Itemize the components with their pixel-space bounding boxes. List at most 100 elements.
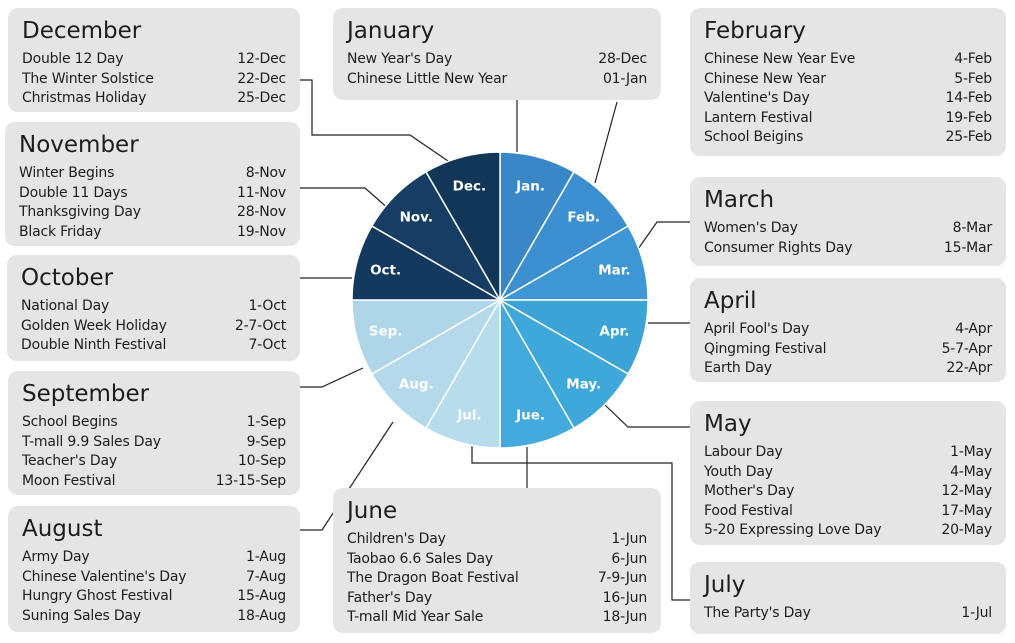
- event-date: 15-Mar: [943, 239, 992, 256]
- event-row: The Winter Solstice 22-Dec: [22, 70, 286, 90]
- event-row: Moon Festival 13-15-Sep: [22, 472, 286, 492]
- event-date: 4-May: [950, 463, 992, 480]
- event-row: April Fool's Day 4-Apr: [704, 320, 992, 340]
- event-date: 19-Nov: [237, 223, 286, 240]
- event-name: Labour Day: [704, 444, 783, 460]
- event-date: 10-Sep: [237, 453, 286, 469]
- event-date: 16-Jun: [602, 589, 648, 606]
- event-row: Chinese New Year Eve 4-Feb: [704, 50, 992, 70]
- segment-label-jun: Jue.: [515, 407, 545, 423]
- event-date: 7-Oct: [248, 337, 286, 353]
- event-date: 8-Mar: [952, 220, 993, 236]
- event-row: Valentine's Day 14-Feb: [704, 89, 992, 109]
- event-date: 1-Aug: [246, 549, 286, 565]
- event-row: T-mall 9.9 Sales Day 9-Sep: [22, 433, 286, 453]
- event-date: 13-15-Sep: [215, 472, 287, 489]
- month-card-july: July The Party's Day 1-Jul: [690, 562, 1006, 634]
- event-date: 12-Dec: [237, 51, 286, 67]
- month-card-august: August Army Day 1-Aug Chinese Valentine's D…: [8, 506, 300, 632]
- event-date: 9-Sep: [246, 433, 287, 450]
- connector-lines: [300, 79, 690, 601]
- event-name: Father's Day: [347, 589, 432, 606]
- month-card-december: December Double 12 Day 12-Dec The Winter So…: [8, 8, 300, 112]
- event-date: 8-Nov: [245, 165, 286, 181]
- event-name: Consumer Rights Day: [704, 239, 853, 256]
- event-row: Women's Day 8-Mar: [704, 219, 992, 239]
- event-date: 22-Apr: [946, 360, 992, 376]
- event-row: Hungry Ghost Festival 15-Aug: [22, 587, 286, 607]
- event-name: Taobao 6.6 Sales Day: [347, 550, 493, 567]
- connector-jul: [471, 446, 690, 601]
- event-date: 15-Aug: [237, 588, 286, 604]
- month-card-october: October National Day 1-Oct Golden Week Holi…: [7, 255, 300, 361]
- event-row: 5-20 Expressing Love Day 20-May: [704, 521, 992, 541]
- event-date: 28-Dec: [598, 51, 647, 67]
- event-name: Moon Festival: [22, 472, 116, 489]
- event-date: 19-Feb: [945, 109, 993, 126]
- event-name: Food Festival: [704, 502, 793, 519]
- event-row: T-mall Mid Year Sale 18-Jun: [347, 608, 647, 628]
- connector-may: [604, 404, 690, 428]
- segment-label-nov: Nov.: [400, 209, 433, 225]
- segment-label-may: May.: [566, 377, 601, 393]
- event-name: 5-20 Expressing Love Day: [704, 522, 882, 538]
- event-date: 18-Aug: [237, 607, 286, 624]
- event-row: Winter Begins 8-Nov: [19, 164, 286, 184]
- month-card-february: February Chinese New Year Eve 4-Feb Chinese…: [690, 8, 1006, 156]
- event-name: Valentine's Day: [704, 90, 810, 106]
- event-name: New Year's Day: [347, 51, 453, 67]
- segment-label-apr: Apr.: [599, 324, 629, 340]
- month-title: September: [22, 381, 150, 407]
- event-name: T-mall 9.9 Sales Day: [22, 433, 161, 450]
- event-name: Chinese Little New Year: [347, 70, 508, 87]
- month-title: November: [19, 132, 139, 158]
- event-row: Double Ninth Festival 7-Oct: [21, 336, 286, 356]
- segment-label-sep: Sep.: [369, 324, 403, 340]
- event-name: Army Day: [22, 549, 90, 565]
- event-date: 18-Jun: [602, 609, 648, 625]
- event-date: 28-Nov: [237, 204, 286, 220]
- event-row: Taobao 6.6 Sales Day 6-Jun: [347, 550, 647, 570]
- event-name: April Fool's Day: [704, 321, 810, 337]
- event-row: Suning Sales Day 18-Aug: [22, 607, 286, 627]
- event-row: Qingming Festival 5-7-Apr: [704, 340, 992, 360]
- event-row: School Begins 1-Sep: [22, 413, 286, 433]
- event-date: 14-Feb: [945, 90, 993, 106]
- connector-feb: [594, 101, 618, 184]
- month-card-march: March Women's Day 8-Mar Consumer Rights Day…: [690, 177, 1006, 266]
- event-name: National Day: [21, 298, 110, 314]
- month-title: December: [22, 18, 142, 44]
- event-row: Chinese Little New Year 01-Jan: [347, 70, 647, 90]
- event-row: Consumer Rights Day 15-Mar: [704, 239, 992, 259]
- event-row: National Day 1-Oct: [21, 297, 286, 317]
- event-name: Earth Day: [704, 360, 772, 376]
- event-row: Christmas Holiday 25-Dec: [22, 89, 286, 109]
- segment-label-jan: Jan.: [515, 179, 545, 195]
- event-name: Winter Begins: [19, 165, 115, 181]
- event-date: 1-Sep: [246, 414, 287, 430]
- event-date: 4-Feb: [954, 51, 992, 67]
- month-title: January: [347, 18, 435, 44]
- event-row: Teacher's Day 10-Sep: [22, 452, 286, 472]
- event-row: New Year's Day 28-Dec: [347, 50, 647, 70]
- event-date: 25-Feb: [945, 129, 993, 145]
- event-date: 1-Jun: [611, 531, 647, 547]
- event-name: Youth Day: [704, 463, 773, 480]
- event-date: 20-May: [941, 522, 992, 538]
- event-name: Lantern Festival: [704, 109, 813, 126]
- event-date: 01-Jan: [602, 70, 647, 87]
- segment-label-jul: Jul.: [456, 407, 481, 423]
- event-name: Mother's Day: [704, 483, 795, 499]
- event-name: School Beigins: [704, 129, 804, 145]
- event-name: Golden Week Holiday: [21, 317, 167, 334]
- event-name: The Dragon Boat Festival: [347, 570, 519, 586]
- event-row: Thanksgiving Day 28-Nov: [19, 203, 286, 223]
- month-title: May: [704, 411, 752, 437]
- event-name: School Begins: [22, 414, 118, 430]
- event-name: Double 11 Days: [19, 184, 128, 201]
- event-date: 1-Jul: [961, 605, 992, 621]
- event-row: Double 12 Day 12-Dec: [22, 50, 286, 70]
- month-title: April: [704, 288, 757, 314]
- event-name: Double Ninth Festival: [21, 337, 167, 353]
